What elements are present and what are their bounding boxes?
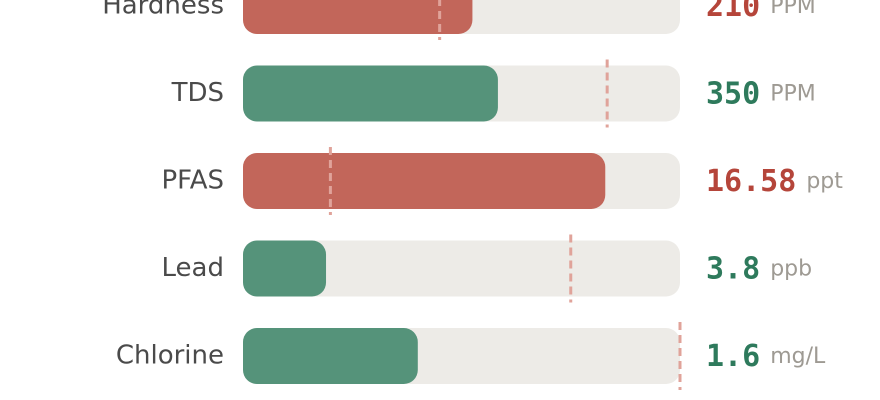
metric-row: PFAS 16.58 ppt — [161, 147, 843, 215]
bar — [243, 153, 606, 209]
value-text: 16.58 ppt — [706, 164, 843, 199]
value: 210 — [706, 0, 760, 24]
value-text: 210 PPM — [706, 0, 816, 24]
metric-label: Chlorine — [116, 341, 224, 371]
unit: PPM — [770, 82, 816, 107]
metric-label: PFAS — [161, 166, 224, 196]
unit: mg/L — [770, 344, 826, 369]
value-text: 1.6 mg/L — [706, 339, 826, 374]
value: 350 — [706, 76, 760, 111]
metric-row: Lead 3.8 ppb — [162, 234, 812, 303]
value: 16.58 — [706, 164, 796, 199]
unit: ppb — [770, 257, 812, 282]
metric-row: TDS 350 PPM — [171, 59, 816, 128]
value: 1.6 — [706, 339, 760, 374]
bar — [243, 65, 498, 122]
metric-label: TDS — [171, 78, 224, 108]
bar — [243, 0, 473, 34]
metric-row: Chlorine 1.6 mg/L — [116, 322, 826, 390]
metric-label: Lead — [162, 253, 224, 283]
bar — [243, 328, 418, 384]
bar — [243, 240, 327, 297]
value-text: 350 PPM — [706, 76, 816, 111]
unit: ppt — [806, 169, 843, 194]
value-text: 3.8 ppb — [706, 251, 812, 286]
unit: PPM — [770, 0, 816, 19]
value: 3.8 — [706, 251, 760, 286]
metric-row: Hardness 210 PPM — [102, 0, 816, 40]
metric-label: Hardness — [102, 0, 224, 21]
